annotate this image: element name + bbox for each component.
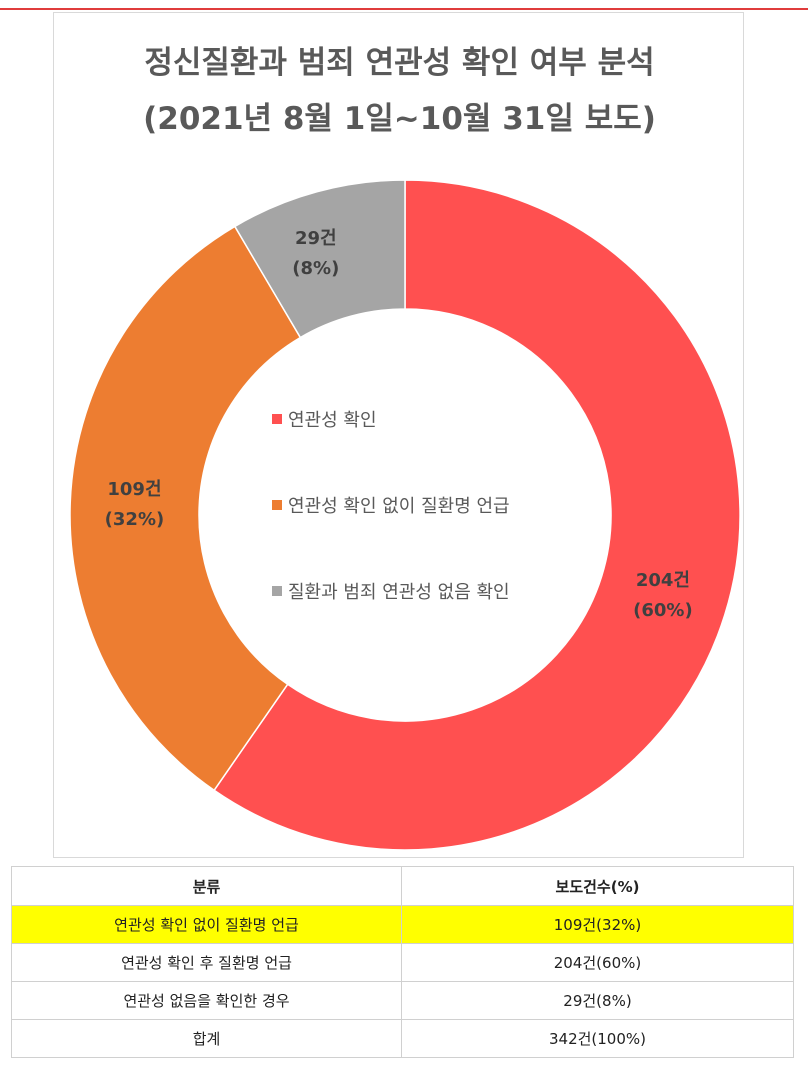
header-category: 분류 <box>11 866 402 906</box>
legend-swatch <box>272 500 282 510</box>
header-count: 보도건수(%) <box>401 866 794 906</box>
donut-slice-0 <box>213 179 741 851</box>
slice-label-1: 109건 (32%) <box>105 475 165 535</box>
chart-title: 정신질환과 범죄 연관성 확인 여부 분석 <box>144 45 655 81</box>
slice-label-2: 29건 (8%) <box>292 224 339 284</box>
donut-chart <box>69 179 741 851</box>
category-cell: 합계 <box>11 1019 402 1058</box>
category-cell: 연관성 확인 후 질환명 언급 <box>11 943 402 982</box>
legend-swatch <box>272 414 282 424</box>
legend-label: 연관성 확인 없이 질환명 언급 <box>288 496 510 517</box>
chart-area: 정신질환과 범죄 연관성 확인 여부 분석 (2021년 8월 1일~10월 3… <box>53 12 744 858</box>
count-cell: 29건(8%) <box>401 981 794 1020</box>
table-row: 연관성 없음을 확인한 경우 29건(8%) <box>11 981 794 1020</box>
slice-label-percent: (8%) <box>292 258 340 280</box>
slice-label-count: 204건 <box>635 569 690 591</box>
count-cell: 342건(100%) <box>401 1019 794 1058</box>
chart-subtitle: (2021년 8월 1일~10월 31일 보도) <box>143 101 656 137</box>
top-accent-line <box>0 8 808 10</box>
legend-item-2: 질환과 범죄 연관성 없음 확인 <box>272 578 510 604</box>
table-header-row: 분류 보도건수(%) <box>11 866 794 906</box>
table-row: 연관성 확인 없이 질환명 언급 109건(32%) <box>11 905 794 944</box>
legend-label: 연관성 확인 <box>288 410 377 431</box>
category-cell: 연관성 없음을 확인한 경우 <box>11 981 402 1020</box>
table-row: 합계 342건(100%) <box>11 1019 794 1058</box>
count-cell: 109건(32%) <box>401 905 794 944</box>
legend-item-1: 연관성 확인 없이 질환명 언급 <box>272 492 510 518</box>
count-cell: 204건(60%) <box>401 943 794 982</box>
slice-label-percent: (32%) <box>104 509 165 531</box>
slice-label-percent: (60%) <box>633 599 693 621</box>
legend-swatch <box>272 586 282 596</box>
slice-label-count: 109건 <box>107 479 162 501</box>
donut-slice-1 <box>69 225 302 792</box>
report-count-table: 분류 보도건수(%) 연관성 확인 없이 질환명 언급 109건(32%) 연관성 … <box>11 866 794 1058</box>
slice-label-0: 204건 (60%) <box>633 566 693 626</box>
legend-item-0: 연관성 확인 <box>272 406 377 432</box>
legend-label: 질환과 범죄 연관성 없음 확인 <box>288 582 510 603</box>
slice-label-count: 29건 <box>294 228 337 250</box>
category-cell: 연관성 확인 없이 질환명 언급 <box>11 905 402 944</box>
donut-slice-2 <box>233 179 406 339</box>
table-row: 연관성 확인 후 질환명 언급 204건(60%) <box>11 943 794 982</box>
